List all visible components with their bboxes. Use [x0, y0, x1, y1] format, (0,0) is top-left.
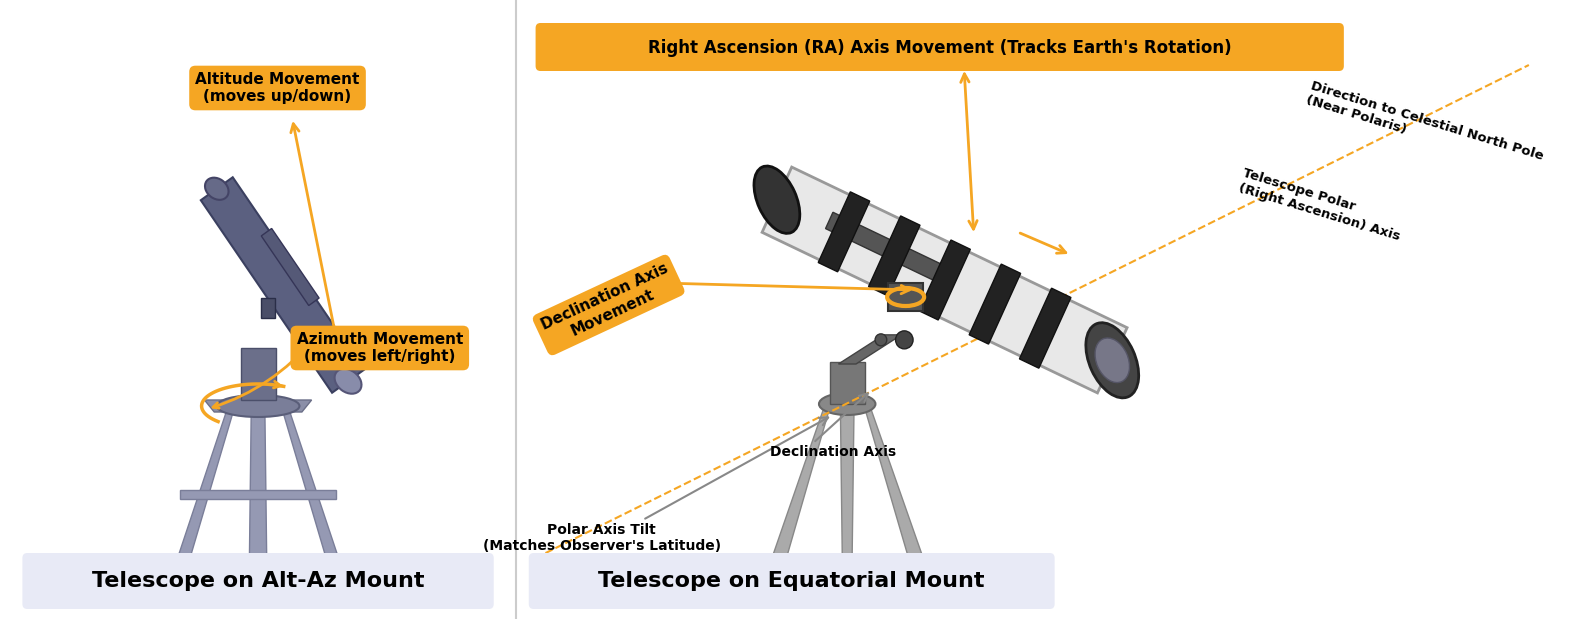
Polygon shape [201, 177, 364, 392]
Polygon shape [204, 400, 311, 412]
Ellipse shape [895, 331, 913, 349]
Polygon shape [841, 408, 854, 562]
Text: Declination Axis
Movement: Declination Axis Movement [539, 261, 678, 349]
Text: Right Ascension (RA) Axis Movement (Tracks Earth's Rotation): Right Ascension (RA) Axis Movement (Trac… [648, 39, 1232, 57]
Text: Azimuth Movement
(moves left/right): Azimuth Movement (moves left/right) [297, 332, 463, 364]
Text: Direction to Celestial North Pole
(Near Polaris): Direction to Celestial North Pole (Near … [1306, 79, 1545, 177]
Polygon shape [771, 408, 830, 560]
Bar [180, 490, 337, 499]
Polygon shape [868, 216, 919, 296]
Ellipse shape [1095, 338, 1130, 383]
Polygon shape [919, 240, 970, 320]
Bar [241, 348, 276, 400]
Ellipse shape [753, 166, 800, 233]
Polygon shape [262, 228, 319, 306]
FancyBboxPatch shape [536, 23, 1344, 71]
Bar [830, 362, 865, 404]
Text: Polar Axis Tilt
(Matches Observer's Latitude): Polar Axis Tilt (Matches Observer's Lati… [482, 523, 721, 553]
Bar [887, 283, 922, 311]
Ellipse shape [217, 395, 300, 417]
Polygon shape [825, 212, 956, 288]
Ellipse shape [335, 369, 361, 394]
Polygon shape [865, 408, 922, 558]
Ellipse shape [875, 334, 887, 346]
Polygon shape [176, 410, 233, 565]
Ellipse shape [1085, 322, 1138, 398]
Polygon shape [838, 335, 902, 364]
Bar [262, 298, 275, 318]
Polygon shape [282, 410, 342, 565]
Text: Declination Axis: Declination Axis [769, 445, 895, 459]
Text: Altitude Movement
(moves up/down): Altitude Movement (moves up/down) [195, 72, 359, 104]
Ellipse shape [204, 178, 228, 200]
Polygon shape [761, 167, 1127, 393]
FancyBboxPatch shape [528, 553, 1055, 609]
Text: Telescope Polar
(Right Ascension) Axis: Telescope Polar (Right Ascension) Axis [1237, 167, 1406, 243]
Text: Telescope on Equatorial Mount: Telescope on Equatorial Mount [598, 571, 985, 591]
Polygon shape [1020, 288, 1071, 368]
Ellipse shape [819, 393, 876, 415]
Text: Telescope on Alt-Az Mount: Telescope on Alt-Az Mount [93, 571, 425, 591]
FancyBboxPatch shape [22, 553, 493, 609]
Polygon shape [969, 264, 1021, 344]
Polygon shape [819, 192, 870, 272]
Polygon shape [249, 410, 267, 568]
